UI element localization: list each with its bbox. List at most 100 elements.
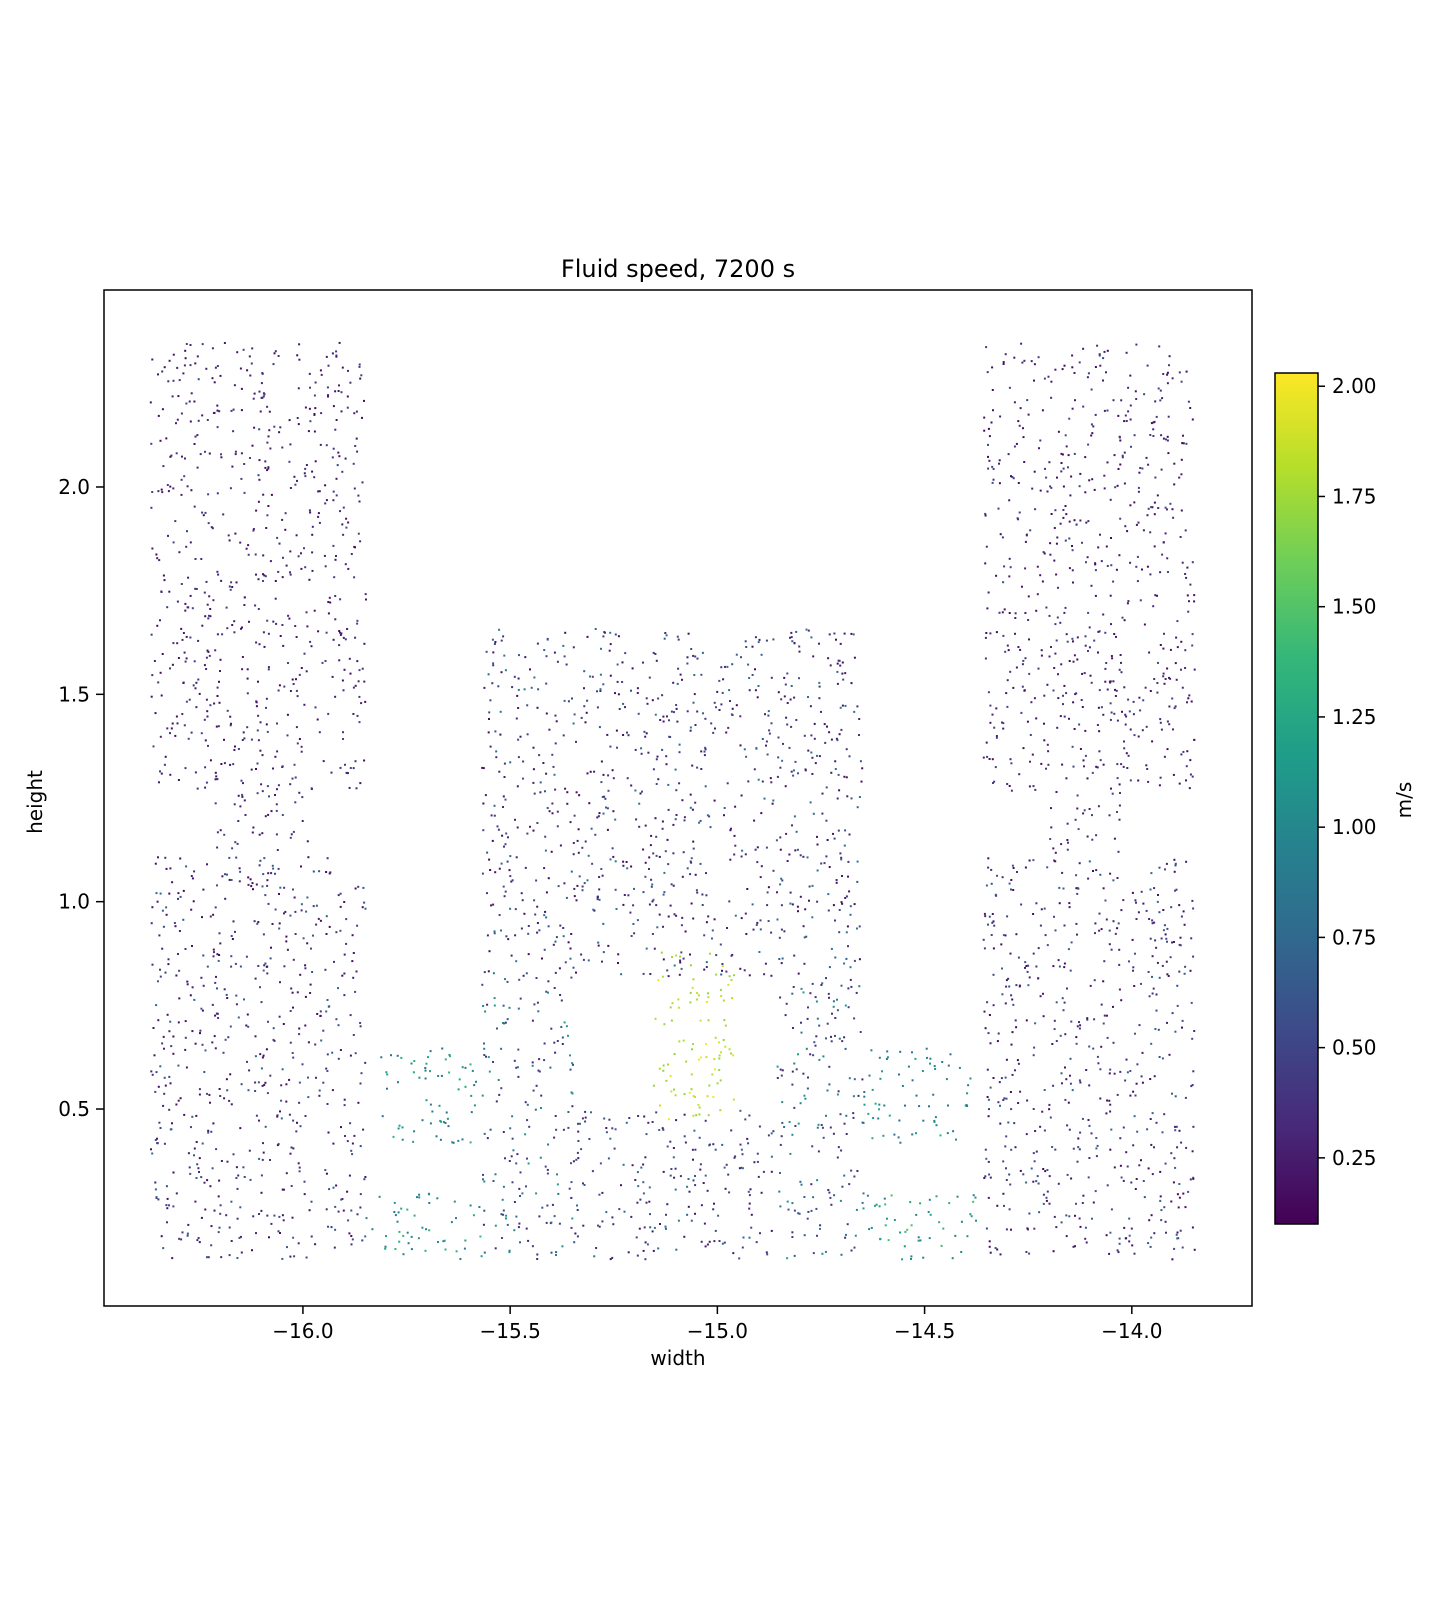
data-point xyxy=(1183,972,1186,975)
data-point xyxy=(858,925,861,928)
data-point xyxy=(305,910,308,913)
data-point xyxy=(232,430,235,433)
data-point xyxy=(849,913,852,916)
data-point xyxy=(393,1211,396,1213)
data-point xyxy=(1128,960,1130,963)
data-point xyxy=(553,987,556,989)
data-point xyxy=(689,860,692,863)
data-point xyxy=(1150,422,1153,425)
data-point xyxy=(263,574,266,577)
data-point xyxy=(575,740,577,743)
data-point xyxy=(475,1080,477,1083)
data-point xyxy=(1075,887,1078,890)
data-point xyxy=(473,1084,476,1087)
data-point xyxy=(510,954,513,957)
data-point xyxy=(321,661,324,664)
data-point xyxy=(191,1115,194,1118)
data-point xyxy=(210,1225,213,1228)
data-point xyxy=(1009,1183,1012,1186)
data-point xyxy=(506,1018,509,1021)
data-point xyxy=(720,666,723,669)
data-point xyxy=(457,1139,460,1142)
data-point xyxy=(601,1191,604,1194)
data-point xyxy=(1193,738,1196,741)
data-point xyxy=(495,750,498,753)
data-point xyxy=(1091,478,1094,481)
data-point xyxy=(501,1237,503,1239)
data-point xyxy=(603,795,606,798)
data-point xyxy=(547,925,550,928)
data-point xyxy=(600,781,603,784)
data-point xyxy=(969,1213,972,1216)
data-point xyxy=(1150,1236,1153,1239)
data-point xyxy=(780,962,783,965)
data-point xyxy=(1085,521,1088,524)
data-point xyxy=(278,542,281,545)
data-point xyxy=(714,1036,717,1039)
data-point xyxy=(538,1070,541,1073)
data-point xyxy=(338,630,341,632)
data-point xyxy=(1184,573,1187,575)
data-point xyxy=(850,1249,853,1252)
data-point xyxy=(212,955,215,958)
data-point xyxy=(487,731,490,734)
data-point xyxy=(289,443,292,446)
data-point xyxy=(569,821,572,824)
data-point xyxy=(505,935,508,938)
data-point xyxy=(565,896,568,899)
data-point xyxy=(648,1186,651,1189)
data-point xyxy=(1123,482,1126,485)
data-point xyxy=(995,735,998,737)
data-point xyxy=(1087,1176,1090,1179)
data-point xyxy=(214,906,217,909)
data-point xyxy=(1072,765,1075,768)
data-point xyxy=(161,909,164,912)
data-point xyxy=(1116,1093,1119,1096)
data-point xyxy=(1035,1150,1038,1153)
data-point xyxy=(634,1179,637,1181)
data-point xyxy=(790,725,793,728)
data-point xyxy=(652,898,655,901)
data-point xyxy=(245,955,248,958)
data-point xyxy=(259,859,262,862)
data-point xyxy=(307,430,310,433)
data-point xyxy=(294,801,297,804)
data-point xyxy=(600,868,603,870)
data-point xyxy=(839,642,842,645)
data-point xyxy=(1069,1057,1072,1060)
data-point xyxy=(290,987,293,990)
data-point xyxy=(754,636,757,639)
data-point xyxy=(234,930,236,933)
data-point xyxy=(1192,1125,1195,1128)
data-point xyxy=(486,934,489,937)
data-point xyxy=(1070,1177,1073,1180)
data-point xyxy=(708,1084,711,1087)
data-point xyxy=(1098,354,1101,357)
data-point xyxy=(1052,965,1055,968)
data-point xyxy=(224,873,226,876)
data-point xyxy=(193,1147,196,1150)
data-point xyxy=(249,374,252,377)
data-point xyxy=(1081,1202,1084,1204)
data-point xyxy=(804,768,807,771)
data-point xyxy=(1191,561,1194,564)
data-point xyxy=(203,1181,206,1184)
data-point xyxy=(886,1056,889,1059)
data-point xyxy=(593,909,596,912)
data-point xyxy=(686,1185,689,1188)
data-point xyxy=(574,1232,577,1235)
data-point xyxy=(689,806,692,809)
data-point xyxy=(1157,387,1160,390)
data-point xyxy=(599,673,602,676)
data-point xyxy=(174,734,177,737)
data-point xyxy=(868,1228,871,1231)
data-point xyxy=(1051,1043,1054,1045)
data-point xyxy=(1159,776,1162,779)
data-point xyxy=(210,1244,213,1247)
data-point xyxy=(351,1238,354,1241)
data-point xyxy=(1185,765,1188,768)
data-point xyxy=(654,817,657,820)
data-point xyxy=(1088,1124,1091,1127)
data-point xyxy=(777,736,780,739)
data-point xyxy=(705,1056,708,1059)
